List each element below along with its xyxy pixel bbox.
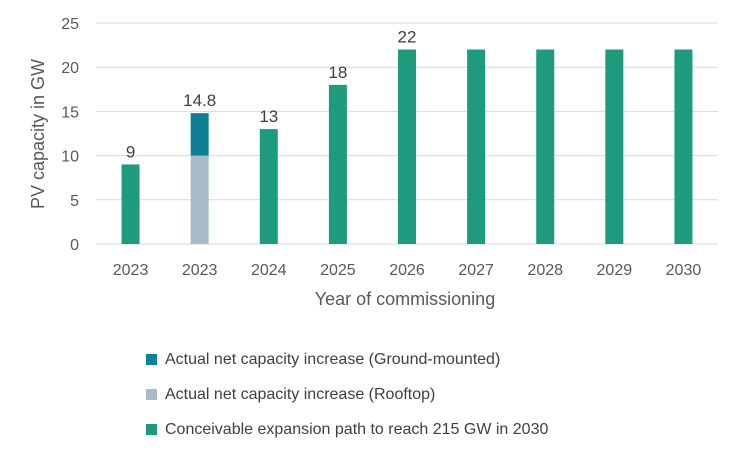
x-tick-label: 2026 (389, 262, 425, 279)
x-tick-label: 2023 (113, 262, 149, 279)
data-label: 13 (259, 107, 278, 126)
bar-2023-series-2 (190, 113, 209, 156)
bar-2029-series-0 (605, 49, 624, 244)
legend-label: Actual net capacity increase (Rooftop) (165, 385, 436, 403)
bar-2027-series-0 (467, 49, 486, 244)
y-axis-title: PV capacity in GW (28, 59, 48, 209)
bar-2025-series-0 (328, 84, 347, 244)
x-axis-ticks: 2023 2023 2024 2025 2026 2027 2028 2029 2030 (113, 262, 702, 279)
x-axis-title: Year of commissioning (315, 289, 495, 309)
legend-label: Conceivable expansion path to reach 215 … (165, 420, 549, 438)
y-tick-label: 5 (70, 193, 79, 210)
x-tick-label: 2027 (458, 262, 494, 279)
y-tick-label: 15 (61, 104, 79, 121)
data-label: 18 (328, 63, 347, 82)
legend-swatch (146, 354, 157, 365)
y-tick-label: 25 (61, 16, 79, 33)
bar-2026-series-0 (398, 49, 416, 244)
x-tick-label: 2025 (320, 262, 356, 279)
x-tick-label: 2029 (597, 262, 633, 279)
bar-2024-series-0 (259, 129, 278, 244)
x-tick-label: 2028 (527, 262, 563, 279)
x-tick-label: 2024 (251, 262, 287, 279)
bar-2023-series-1 (190, 155, 209, 244)
legend-item: Actual net capacity increase (Rooftop) (146, 377, 548, 412)
bar-2028-series-0 (536, 49, 555, 244)
legend: Actual net capacity increase (Ground-mou… (146, 342, 548, 447)
data-labels: 9 14.8 13 18 22 (126, 28, 417, 162)
legend-swatch (146, 424, 157, 435)
legend-label: Actual net capacity increase (Ground-mou… (165, 350, 501, 368)
data-label: 9 (126, 142, 135, 161)
bar-2030-series-0 (674, 49, 693, 244)
y-tick-label: 0 (70, 237, 79, 254)
x-tick-label: 2023 (182, 262, 218, 279)
bar-2023-series-0 (121, 164, 140, 244)
y-tick-label: 10 (61, 149, 79, 166)
bars (121, 49, 693, 244)
legend-swatch (146, 389, 157, 400)
data-label: 22 (398, 28, 417, 47)
y-tick-label: 20 (61, 60, 79, 77)
legend-item: Conceivable expansion path to reach 215 … (146, 412, 548, 447)
x-tick-label: 2030 (666, 262, 702, 279)
legend-item: Actual net capacity increase (Ground-mou… (146, 342, 548, 377)
data-label: 14.8 (183, 91, 216, 110)
y-axis-ticks: 0 5 10 15 20 25 (61, 16, 79, 254)
